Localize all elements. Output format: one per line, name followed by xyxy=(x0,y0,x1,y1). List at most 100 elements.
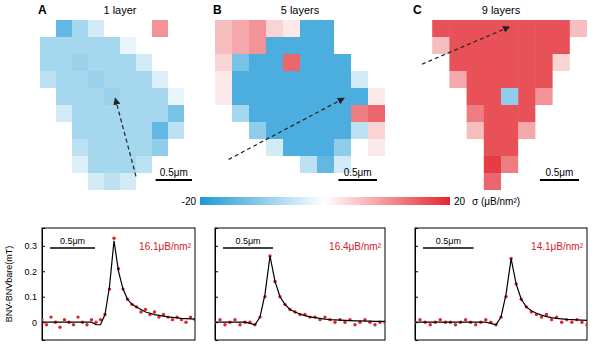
cell xyxy=(104,139,121,157)
data-point xyxy=(418,318,421,321)
cell xyxy=(232,156,250,174)
data-point xyxy=(464,318,467,321)
y-tick-label: 0.3 xyxy=(24,241,37,251)
data-point xyxy=(373,323,376,326)
cell xyxy=(484,37,502,55)
cell xyxy=(184,37,200,55)
cell xyxy=(266,105,284,123)
cell xyxy=(300,156,318,174)
fit-line xyxy=(415,259,587,325)
cell xyxy=(501,105,519,123)
cell xyxy=(266,20,284,38)
scale-bar xyxy=(223,247,273,249)
cell xyxy=(40,139,57,157)
cell xyxy=(283,122,301,140)
plot-frame xyxy=(415,228,587,340)
cell xyxy=(351,105,369,123)
scale-bar xyxy=(50,247,95,249)
cell xyxy=(501,54,519,72)
cell xyxy=(300,139,318,157)
profile-panel: 00.10.20.30.5μm16.1μB/nm²BNV-BNVbare(mT) xyxy=(4,228,197,341)
cell xyxy=(570,20,587,38)
cell xyxy=(368,105,385,123)
scale-bar-label: 0.5μm xyxy=(60,236,85,246)
colorbar-bar xyxy=(200,197,450,205)
scale-bar-label: 0.5μm xyxy=(235,236,260,246)
cell xyxy=(88,71,105,89)
cell xyxy=(56,156,73,174)
cell xyxy=(152,105,169,123)
cell xyxy=(351,139,369,157)
cell xyxy=(484,105,502,123)
cell xyxy=(432,71,450,89)
cell xyxy=(467,105,485,123)
cell xyxy=(535,122,553,140)
data-point xyxy=(63,318,66,321)
data-point xyxy=(76,315,79,318)
line-cut-arrow xyxy=(229,98,345,159)
cell xyxy=(368,139,385,157)
cell xyxy=(570,37,587,55)
cell xyxy=(449,139,467,157)
cell xyxy=(467,37,485,55)
cell xyxy=(249,20,267,38)
data-point xyxy=(184,320,187,323)
cell xyxy=(40,20,57,38)
cell xyxy=(56,71,73,89)
cell xyxy=(215,20,233,38)
cell xyxy=(266,88,284,106)
cell xyxy=(56,139,73,157)
cell xyxy=(535,37,553,55)
colorbar-tick-label: 20 xyxy=(454,196,466,207)
cell xyxy=(72,122,89,140)
line-cut-arrow xyxy=(115,98,136,176)
cell xyxy=(368,71,385,89)
data-point xyxy=(112,236,115,239)
cell xyxy=(518,37,536,55)
annotation: 16.4μB/nm² xyxy=(329,241,382,252)
cell xyxy=(184,122,200,140)
cell xyxy=(432,37,450,55)
cell xyxy=(88,156,105,174)
cell xyxy=(215,88,233,106)
cell xyxy=(168,37,185,55)
cell xyxy=(249,37,267,55)
cell xyxy=(283,105,301,123)
cell xyxy=(283,20,301,38)
cell xyxy=(152,139,169,157)
cell xyxy=(501,122,519,140)
data-point xyxy=(233,318,236,321)
cell xyxy=(535,105,553,123)
cell xyxy=(232,173,250,190)
cell xyxy=(484,139,502,157)
data-point xyxy=(550,318,553,321)
cell xyxy=(88,88,105,106)
cell xyxy=(249,156,267,174)
colorbar-tick-label: -20 xyxy=(182,196,197,207)
cell xyxy=(432,105,450,123)
data-point xyxy=(484,318,487,321)
cell xyxy=(501,37,519,55)
cell xyxy=(368,122,385,140)
cell xyxy=(249,139,267,157)
cell xyxy=(501,173,519,190)
cell xyxy=(553,37,571,55)
cell xyxy=(518,139,536,157)
cell xyxy=(120,156,137,174)
cell xyxy=(56,105,73,123)
cell xyxy=(120,88,137,106)
cell xyxy=(570,139,587,157)
cell xyxy=(152,122,169,140)
cell xyxy=(104,122,121,140)
cell xyxy=(232,71,250,89)
cell xyxy=(449,105,467,123)
cell xyxy=(266,139,284,157)
cell xyxy=(334,54,352,72)
data-point xyxy=(153,310,156,313)
data-point xyxy=(474,323,477,326)
cell xyxy=(351,20,369,38)
cell xyxy=(415,156,433,174)
cell xyxy=(283,54,301,72)
cells xyxy=(215,20,385,190)
marks xyxy=(215,254,385,326)
